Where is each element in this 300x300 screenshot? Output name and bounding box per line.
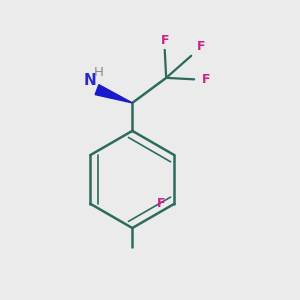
Text: F: F <box>160 34 169 47</box>
Text: H: H <box>94 66 103 79</box>
Polygon shape <box>95 85 132 103</box>
Text: N: N <box>83 73 96 88</box>
Text: F: F <box>157 197 166 210</box>
Text: F: F <box>197 40 206 53</box>
Text: F: F <box>202 73 210 86</box>
